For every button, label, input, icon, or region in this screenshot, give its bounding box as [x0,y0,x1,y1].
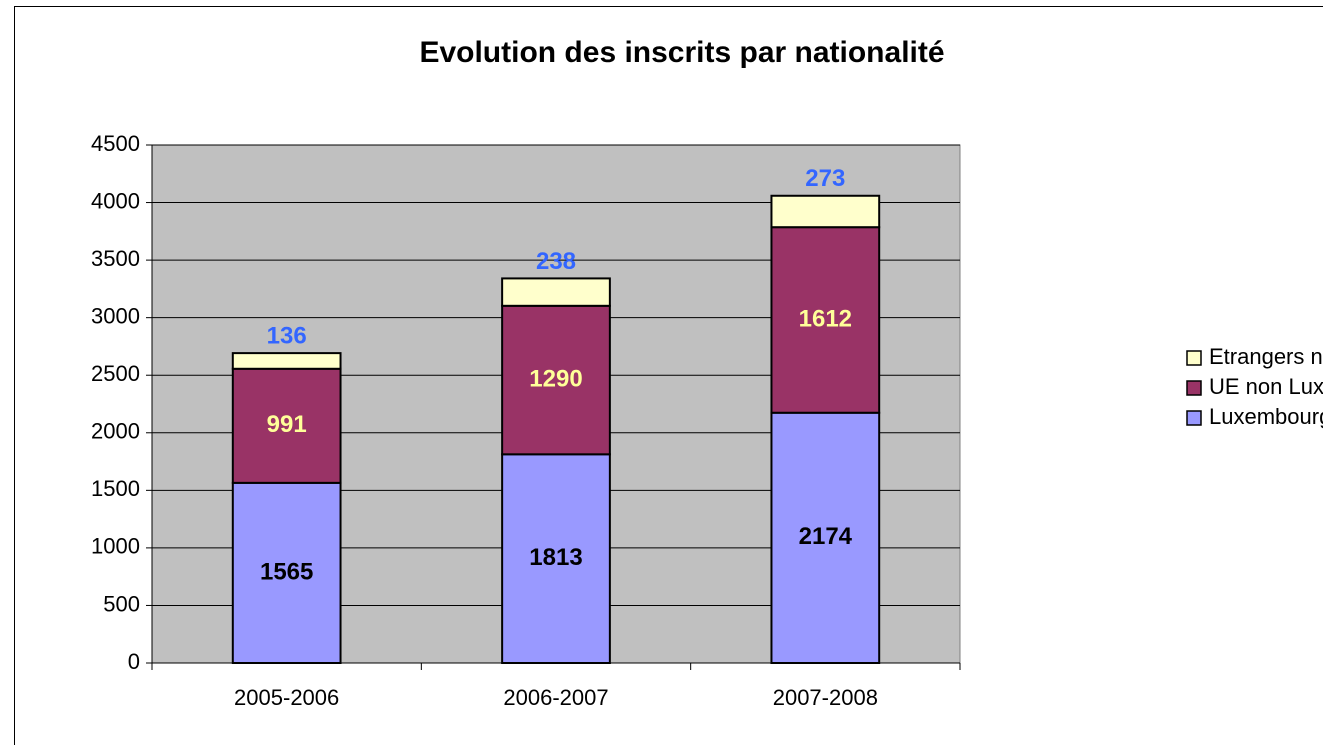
chart-title: Evolution des inscrits par nationalité [419,36,944,69]
bar-segment [770,411,881,664]
y-tick-label: 3500 [91,246,140,271]
y-tick-label: 1000 [91,534,140,559]
data-label: 1612 [799,305,852,332]
y-tick-label: 0 [128,649,140,674]
bar-segment [231,352,342,370]
legend-label: Luxembourgeoise [1209,404,1323,429]
bar-segment [770,226,881,414]
data-label: 1813 [529,544,582,571]
legend-label: UE non Lux. [1209,374,1323,399]
x-tick-label: 2007-2008 [773,685,878,710]
data-label: 991 [267,411,307,438]
data-label: 273 [805,165,845,192]
y-tick-label: 500 [103,591,140,616]
bar-segment [231,367,342,484]
x-tick-label: 2005-2006 [234,685,339,710]
legend-label: Etrangers non UE [1209,344,1323,369]
x-tick-label: 2006-2007 [503,685,608,710]
data-label: 136 [267,322,307,349]
data-label: 1290 [529,365,582,392]
bar-segment [501,453,611,664]
bar-segment [501,304,611,456]
data-label: 2174 [799,523,853,550]
legend-swatch [1186,410,1202,426]
y-tick-label: 2500 [91,361,140,386]
legend-swatch [1186,350,1202,366]
y-tick-label: 2000 [91,419,140,444]
y-tick-label: 4000 [91,188,140,213]
data-label: 1565 [260,558,313,585]
bar-segment [770,194,881,229]
y-tick-label: 3000 [91,303,140,328]
y-tick-label: 4500 [91,131,140,156]
bar-segment [501,277,611,307]
y-tick-label: 1500 [91,476,140,501]
legend-swatch [1186,380,1202,396]
data-label: 238 [536,248,576,275]
